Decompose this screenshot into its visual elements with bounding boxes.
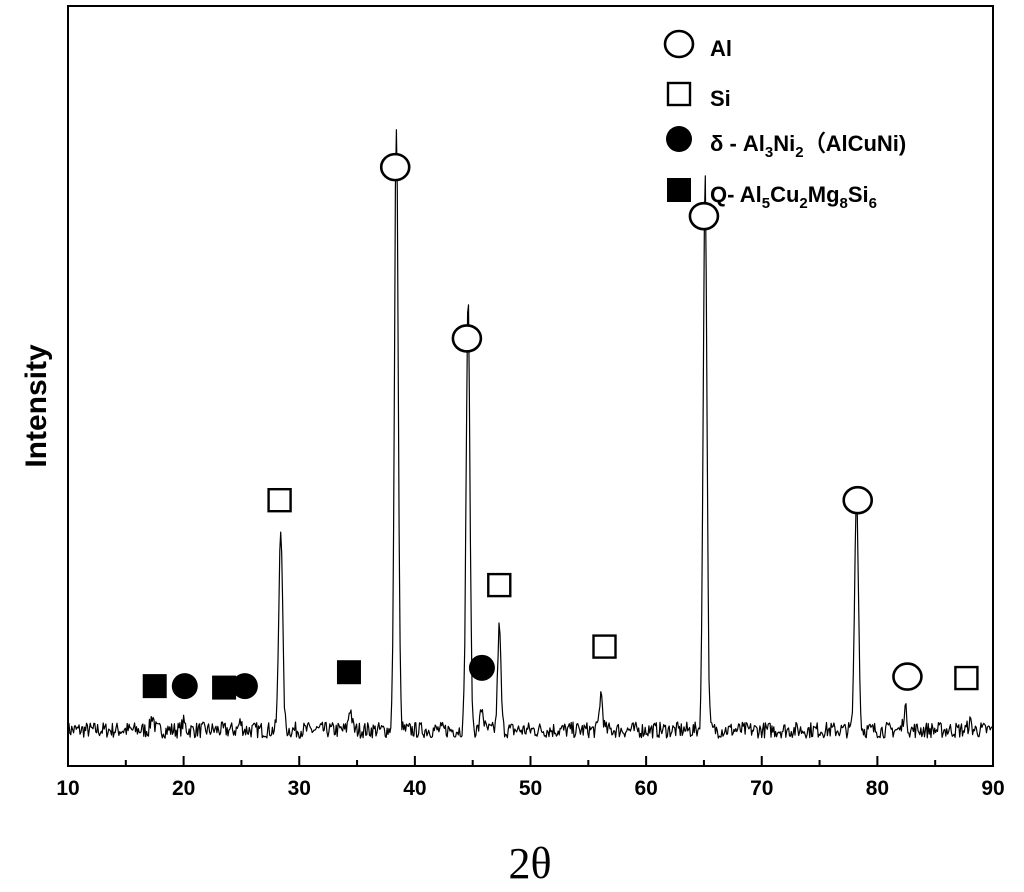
x-tick-label: 90 bbox=[981, 777, 1004, 800]
x-tick-label: 60 bbox=[634, 777, 657, 800]
phase-marker-open-circle bbox=[451, 324, 483, 353]
phase-marker-open-circle bbox=[842, 485, 874, 515]
x-tick-label: 50 bbox=[519, 777, 542, 800]
legend-label: δ - Al3​Ni2​（AlCuNi) bbox=[710, 131, 906, 161]
x-tick-labels: 10 20 30 40 50 60 70 80 90 bbox=[56, 777, 1004, 800]
phase-marker-filled-circle bbox=[171, 673, 198, 700]
x-tick-label: 20 bbox=[172, 777, 195, 800]
legend-label: Al bbox=[710, 36, 732, 61]
x-tick-label: 30 bbox=[288, 777, 311, 800]
x-tick-label: 70 bbox=[750, 777, 773, 800]
phase-marker-open-square bbox=[267, 487, 292, 513]
phase-marker-filled-circle bbox=[231, 673, 258, 700]
phase-marker-filled-circle bbox=[468, 654, 495, 681]
phase-marker-filled-square bbox=[336, 660, 361, 685]
phase-marker-open-square bbox=[592, 634, 617, 659]
intensity-trace bbox=[67, 129, 994, 739]
x-tick-label: 40 bbox=[403, 777, 426, 800]
phase-markers bbox=[142, 152, 979, 700]
legend: Al Si δ - Al3​Ni2​（AlCuNi) Q- Al5​Cu2​Mg8​S… bbox=[663, 29, 906, 212]
x-tick-label: 10 bbox=[56, 777, 79, 800]
phase-marker-open-square bbox=[487, 572, 512, 598]
phase-marker-filled-square bbox=[142, 674, 167, 699]
x-tick-label: 80 bbox=[866, 777, 889, 800]
phase-marker-open-square bbox=[954, 665, 979, 691]
legend-marker-open-square bbox=[666, 81, 692, 107]
legend-label: Si bbox=[710, 86, 731, 111]
phase-marker-open-circle bbox=[688, 201, 720, 231]
phase-marker-open-circle bbox=[892, 662, 923, 691]
tick-marks bbox=[67, 756, 994, 766]
legend-label: Q- Al5​Cu2​Mg8​Si6​ bbox=[710, 182, 877, 212]
legend-marker-open-circle bbox=[663, 29, 695, 59]
legend-marker-filled-square bbox=[667, 178, 691, 202]
legend-marker-filled-circle bbox=[666, 126, 692, 152]
x-axis-label: 2θ bbox=[508, 839, 551, 888]
phase-marker-open-circle bbox=[379, 152, 411, 182]
y-axis-label: Intensity bbox=[20, 344, 53, 468]
